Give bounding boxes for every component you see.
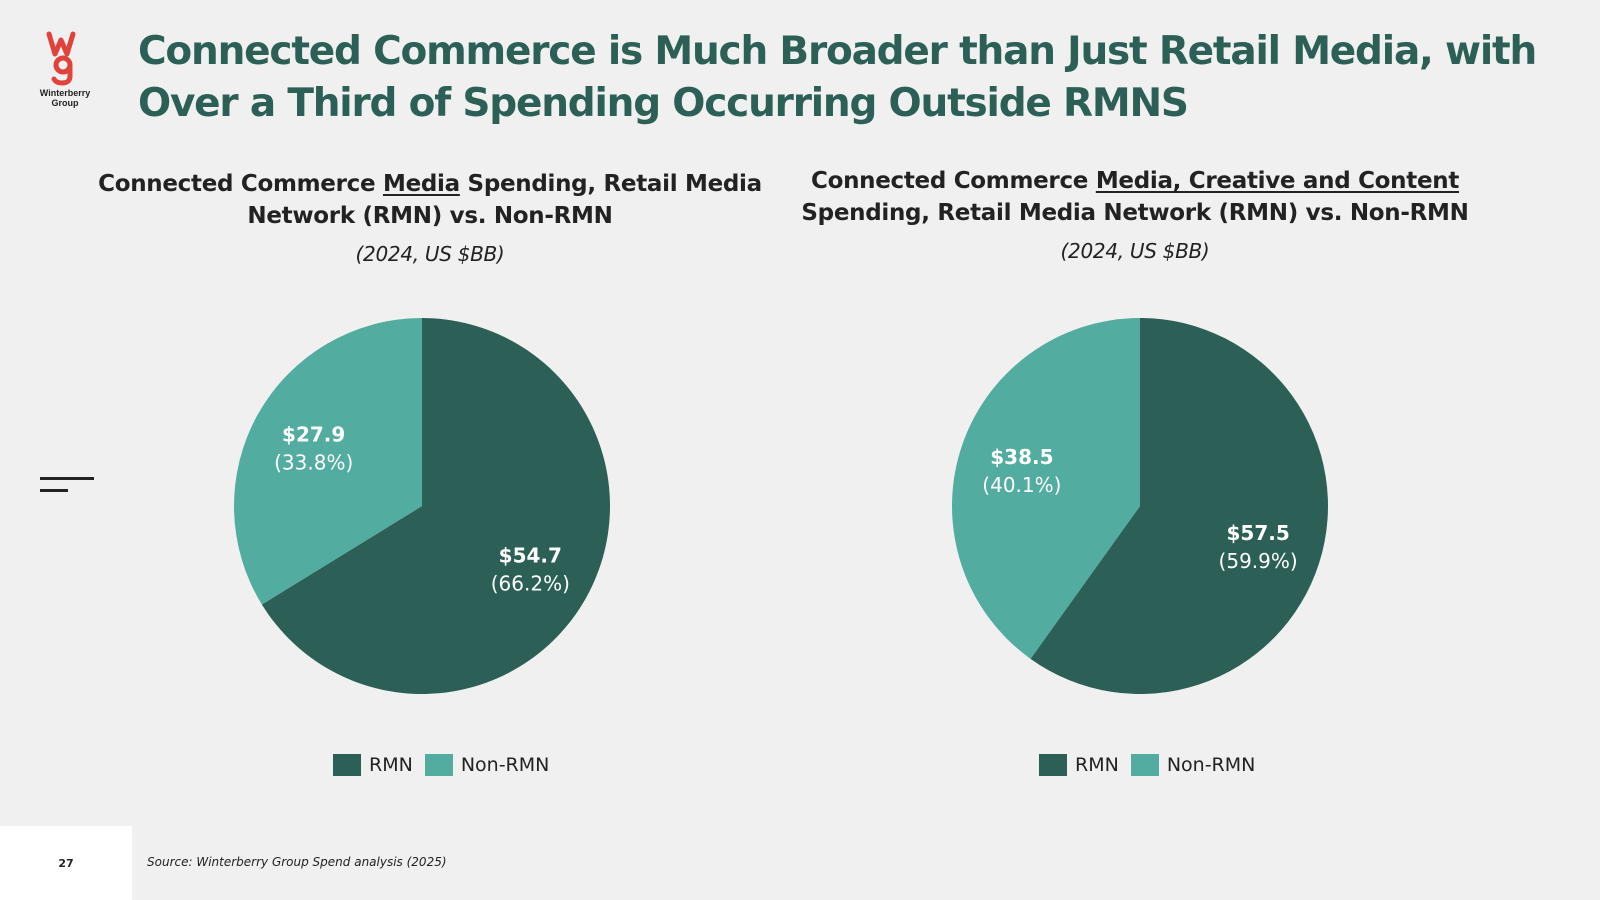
legend-item-non-rmn: Non-RMN (424, 754, 550, 776)
legend-swatch-non-rmn (1130, 754, 1159, 776)
chart-subtitle: (2024, US $BB) (1060, 239, 1210, 263)
legend-media-creative-content: RMN Non-RMN (1039, 754, 1255, 776)
chart-title-part: Connected Commerce (98, 171, 383, 197)
legend-item-rmn: RMN (1039, 754, 1119, 776)
chart-title: Connected Commerce Media Spending, Retai… (80, 168, 780, 232)
legend-item-rmn: RMN (333, 754, 413, 776)
legend-label: RMN (1075, 754, 1119, 776)
chart-panel-media: Connected Commerce Media Spending, Retai… (80, 168, 780, 266)
legend-label: Non-RMN (1166, 754, 1256, 776)
wg-monogram-icon (46, 31, 76, 86)
chart-subtitle: (2024, US $BB) (355, 242, 505, 266)
chart-panel-media-creative-content: Connected Commerce Media, Creative and C… (785, 165, 1485, 263)
page-number-box: 27 (0, 826, 132, 900)
legend-swatch-rmn (1039, 754, 1067, 776)
slice-percent-label: (33.8%) (274, 450, 353, 474)
chart-title-emphasis: Media, Creative and Content (1095, 168, 1460, 194)
pie-slice-rmn (261, 318, 610, 694)
logo-text: Winterberry Group (39, 88, 91, 108)
pie-slice-non-rmn (952, 318, 1140, 659)
slice-percent-label: (66.2%) (491, 572, 570, 596)
slice-value-label: $27.9 (282, 422, 345, 446)
pie-slice-rmn (1030, 318, 1328, 694)
legend-swatch-rmn (333, 754, 361, 776)
source-note: Source: Winterberry Group Spend analysis… (147, 855, 447, 869)
chart-title-emphasis: Media (382, 171, 460, 197)
chart-title-part: Spending, Retail Media Network (RMN) vs.… (247, 171, 762, 229)
slice-value-label: $57.5 (1226, 521, 1289, 545)
decorative-lines (40, 477, 94, 501)
pie-slice-non-rmn (234, 318, 422, 605)
page-number: 27 (58, 856, 74, 870)
slice-percent-label: (40.1%) (982, 473, 1061, 497)
page-title: Connected Commerce is Much Broader than … (138, 29, 1537, 126)
legend-swatch-non-rmn (424, 754, 453, 776)
chart-title-part: Spending, Retail Media Network (RMN) vs.… (801, 200, 1469, 226)
legend-label: RMN (369, 754, 413, 776)
slice-value-label: $54.7 (499, 544, 562, 568)
slice-value-label: $38.5 (990, 445, 1053, 469)
winterberry-logo: Winterberry Group (30, 30, 100, 116)
legend-media: RMN Non-RMN (333, 754, 549, 776)
slice-percent-label: (59.9%) (1219, 549, 1298, 573)
chart-title: Connected Commerce Media, Creative and C… (785, 165, 1485, 229)
legend-item-non-rmn: Non-RMN (1130, 754, 1256, 776)
legend-label: Non-RMN (460, 754, 550, 776)
pie-chart-media-creative-content: $57.5 (59.9%) $38.5 (40.1%) (952, 318, 1328, 694)
pie-chart-media: $54.7 (66.2%) $27.9 (33.8%) (234, 318, 610, 694)
chart-title-part: Connected Commerce (810, 168, 1096, 194)
